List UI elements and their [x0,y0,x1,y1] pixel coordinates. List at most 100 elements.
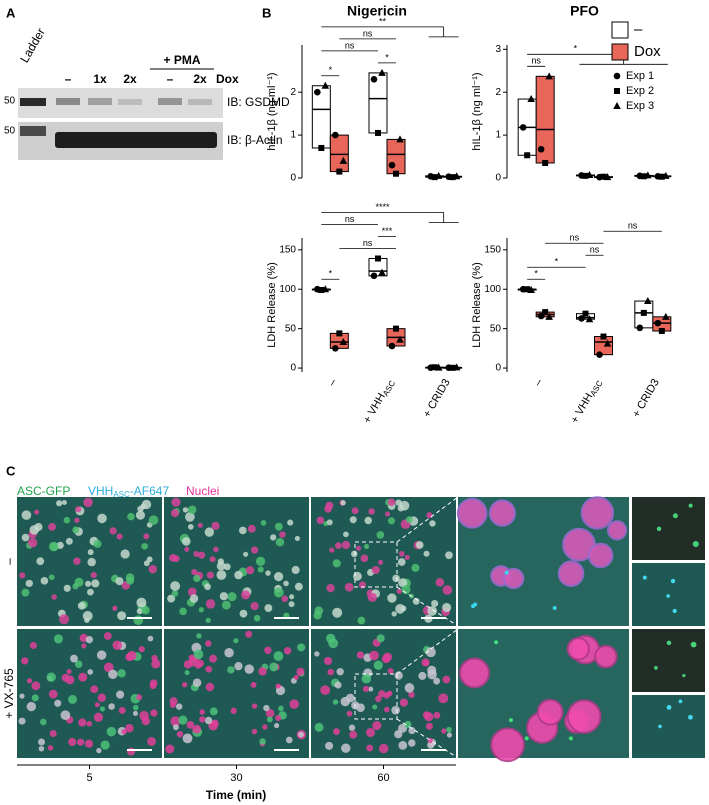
data-point [434,363,443,371]
cell [121,729,127,735]
speck [508,718,513,723]
cell [40,718,47,726]
panel-label: B [262,5,271,20]
cell [120,549,130,559]
cell [405,516,413,523]
cell [344,582,354,592]
data-point [542,309,549,316]
cell [19,693,25,699]
cell [383,706,390,713]
cell [48,522,56,531]
cell [219,592,229,601]
cell [205,599,216,609]
cell [401,585,411,595]
cell [193,551,200,558]
blot-band [88,98,112,105]
cell [165,744,175,754]
cell [197,522,203,528]
data-point [332,131,339,139]
cell [287,519,294,526]
cell [56,500,63,507]
x-tick-label-text: + VHH [569,391,596,425]
speck [642,575,647,580]
cell [275,538,285,547]
data-point [314,88,321,96]
cell [243,551,249,557]
significance-label: * [385,52,389,62]
cell [31,694,39,702]
y-tick-label: 0 [290,173,296,184]
cell [127,512,135,521]
cell [170,716,181,727]
cell [446,732,453,738]
cell [90,571,97,579]
speck [568,736,573,741]
cell [213,546,219,553]
cell [351,507,359,515]
cell [251,728,258,735]
cell [371,565,380,575]
cell [49,541,59,552]
speck [672,513,678,519]
cell [251,703,258,709]
cell [594,644,618,669]
cell [398,551,405,557]
row-label: + VX-765 [2,668,16,719]
cell [566,699,602,734]
cell [172,555,180,563]
cell [19,572,26,579]
time-tick-label: 60 [377,772,389,784]
data-point [578,315,585,322]
cell [281,595,289,603]
x-tick-label: – [326,376,340,388]
data-point [321,285,330,293]
legend-swatch [611,21,629,39]
cell [404,720,412,728]
cell [412,597,420,605]
cell [193,574,201,583]
channel-label: VHHASC-AF647 [88,484,169,499]
cell [391,705,400,715]
cell [275,714,282,722]
channel-sub: ASC [113,490,130,499]
significance-label: ns [570,233,580,243]
cell [490,727,525,763]
cell [227,592,237,602]
cell [279,531,286,538]
legend-marker [614,88,620,94]
cell [259,738,266,745]
data-point [378,68,386,76]
cell [341,540,351,550]
cell [112,640,122,650]
cell [424,712,434,722]
cell [182,507,189,513]
cell [566,637,590,661]
cell [148,565,157,574]
cell [61,673,70,682]
y-tick-label: 0 [495,363,501,374]
data-point [388,161,396,169]
cell [289,699,299,709]
cell [209,556,216,563]
cell [63,516,71,524]
cell [133,615,144,626]
panel-label: C [6,463,16,478]
cell [227,666,235,674]
cell [38,745,45,752]
cell [400,605,407,612]
cell [74,577,84,587]
speck [552,605,557,610]
cell [84,739,94,748]
cell [184,670,190,676]
cell [87,549,94,556]
pma-label: + PMA [163,53,200,67]
cell [133,704,139,711]
data-point [393,325,399,332]
x-tick-label-sub: ASC [381,379,397,398]
cell [425,647,436,658]
cell [289,594,295,600]
data-point [431,174,438,181]
lane-label: – [65,72,72,86]
cell [25,579,33,588]
